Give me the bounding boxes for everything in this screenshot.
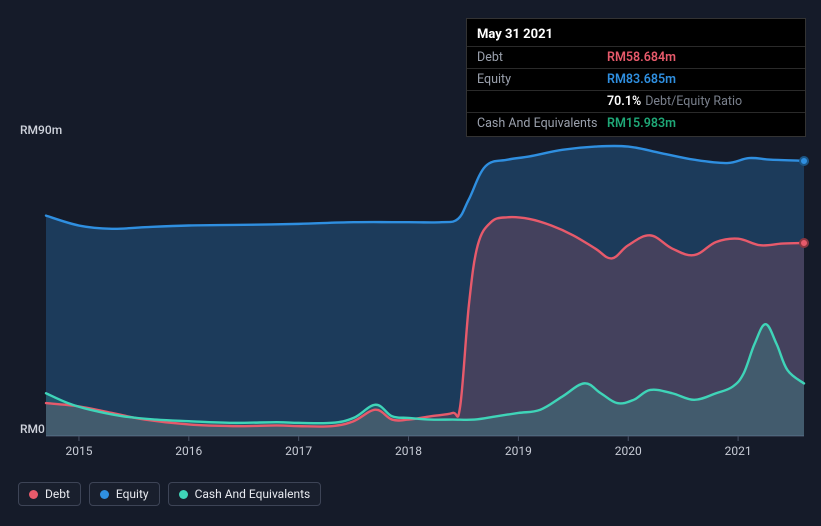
tooltip-row: Cash And EquivalentsRM15.983m <box>467 112 805 134</box>
tooltip-row: EquityRM83.685m <box>467 68 805 90</box>
tooltip-row-label: Equity <box>477 72 607 87</box>
tooltip-row-suffix: Debt/Equity Ratio <box>645 94 742 109</box>
legend-item-cash-and-equivalents[interactable]: Cash And Equivalents <box>168 482 322 506</box>
series-end-marker-equity <box>799 156 809 166</box>
x-tick-label: 2018 <box>395 444 422 458</box>
tooltip-row: 70.1% Debt/Equity Ratio <box>467 90 805 112</box>
tooltip-date: May 31 2021 <box>467 25 805 46</box>
debt-equity-chart: { "chart": { "type": "area", "background… <box>0 0 821 526</box>
legend-item-debt[interactable]: Debt <box>18 482 81 506</box>
legend-dot-icon <box>179 490 188 499</box>
tooltip-row-value: RM15.983m <box>607 116 676 131</box>
chart-legend: Debt Equity Cash And Equivalents <box>18 482 321 506</box>
tooltip-row-label <box>477 94 607 109</box>
series-end-marker-debt <box>799 238 809 248</box>
legend-item-label: Cash And Equivalents <box>195 487 311 501</box>
tooltip-row-value: 70.1% <box>607 94 641 109</box>
chart-tooltip: May 31 2021 DebtRM58.684mEquityRM83.685m… <box>466 18 806 137</box>
legend-item-label: Debt <box>45 487 70 501</box>
tooltip-row-value: RM58.684m <box>607 50 676 65</box>
legend-item-equity[interactable]: Equity <box>89 482 160 506</box>
tooltip-row-label: Debt <box>477 50 607 65</box>
tooltip-row: DebtRM58.684m <box>467 46 805 68</box>
x-tick-label: 2020 <box>615 444 642 458</box>
x-tick-label: 2015 <box>65 444 92 458</box>
x-tick-label: 2019 <box>505 444 532 458</box>
x-tick-label: 2017 <box>285 444 312 458</box>
tooltip-row-value: RM83.685m <box>607 72 676 87</box>
tooltip-row-label: Cash And Equivalents <box>477 116 607 131</box>
legend-dot-icon <box>100 490 109 499</box>
legend-item-label: Equity <box>116 487 149 501</box>
x-tick-label: 2016 <box>175 444 202 458</box>
legend-dot-icon <box>29 490 38 499</box>
x-tick-label: 2021 <box>725 444 752 458</box>
